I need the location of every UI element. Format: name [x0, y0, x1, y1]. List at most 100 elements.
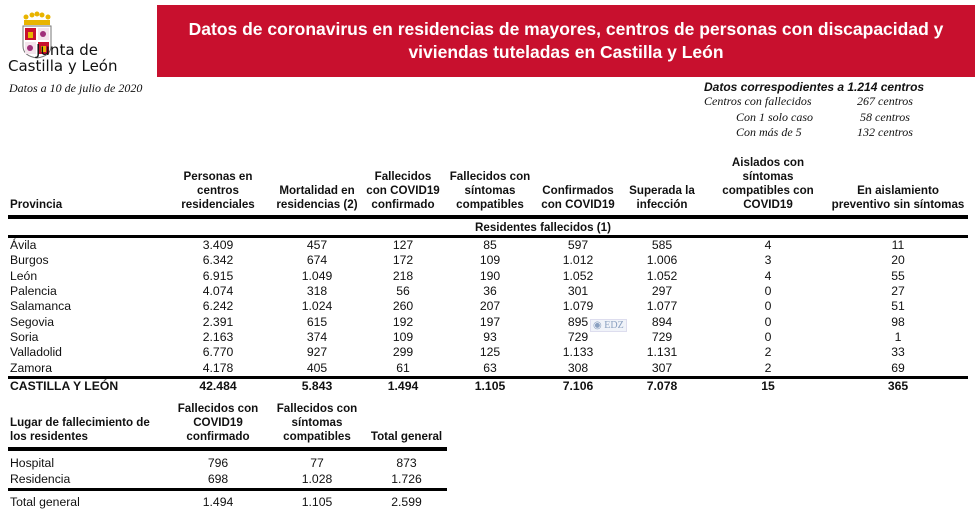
cell-value: 597 — [567, 238, 589, 253]
column-header: Fallecidos con síntomas compatibles — [440, 156, 540, 219]
cell-value: 674 — [306, 253, 328, 268]
cell-value: 615 — [306, 314, 328, 329]
page-title: Datos de coronavirus en residencias de m… — [188, 19, 944, 62]
total-label: CASTILLA Y LEÓN — [10, 379, 119, 394]
cell-value: 1.006 — [646, 253, 678, 268]
column-header: Personas en centros residenciales — [168, 156, 268, 219]
cell-value: 109 — [392, 329, 414, 344]
cell-value: 299 — [392, 345, 414, 360]
cell-value: 1.079 — [562, 299, 594, 314]
column-header: Provincia — [8, 156, 168, 219]
cell-value: 36 — [483, 284, 497, 299]
table-row: Residencia 698 1.028 1.726 — [8, 471, 447, 491]
cell-value: 927 — [306, 345, 328, 360]
data-date: Datos a 10 de julio de 2020 — [9, 81, 143, 95]
column-header: Confirmados con COVID19 — [540, 156, 616, 219]
cell-value: 301 — [567, 284, 589, 299]
cell-value: 69 — [828, 360, 968, 379]
total-value: 42.484 — [199, 379, 237, 394]
column-header: Mortalidad en residencias (2) — [268, 156, 366, 219]
table-row: Ávila 3.409 457 127 85 597 585 4 11 — [8, 237, 968, 254]
column-header: Total general — [366, 402, 447, 451]
cell-value: 218 — [392, 268, 414, 283]
coat-of-arms-icon — [22, 25, 52, 59]
cell-value: 172 — [392, 253, 414, 268]
total-value: 1.105 — [301, 495, 333, 509]
summary-heading: Datos correspodientes a 1.214 centros — [704, 80, 925, 94]
table-row: Soria 2.163 374 109 93 729 729 0 1 — [8, 330, 968, 345]
summary-label: Centros con fallecidos — [704, 94, 812, 108]
cell-value: 318 — [306, 284, 328, 299]
cell-value: 6.770 — [202, 345, 234, 360]
column-header: Fallecidos con COVID19 confirmado — [366, 156, 440, 219]
summary-value: 58 centros — [860, 109, 910, 124]
province-table: Provincia Personas en centros residencial… — [8, 156, 968, 394]
cell-value: 55 — [891, 268, 905, 283]
cell-value: 873 — [396, 456, 417, 470]
total-value: 1.105 — [474, 379, 506, 394]
cell-value: 85 — [483, 238, 497, 253]
cell-value: 192 — [392, 314, 414, 329]
table-row: Burgos 6.342 674 172 109 1.012 1.006 3 20 — [8, 253, 968, 268]
cell-value: 894 — [651, 314, 673, 329]
row-label: León — [10, 268, 38, 283]
row-label: Salamanca — [10, 299, 71, 314]
cell-value: 61 — [366, 360, 440, 379]
table-row: Palencia 4.074 318 56 36 301 297 0 27 — [8, 284, 968, 299]
row-label: Palencia — [10, 284, 57, 299]
cell-value: 1.028 — [268, 471, 366, 491]
total-value: 1.494 — [202, 495, 234, 509]
logo-text: Junta de Castilla y León — [8, 42, 117, 74]
cell-value: 1.024 — [301, 299, 333, 314]
table-row: León 6.915 1.049 218 190 1.052 1.052 4 55 — [8, 269, 968, 284]
summary-value: 132 centros — [857, 125, 913, 139]
total-value: 15 — [761, 379, 775, 394]
row-label: Segovia — [10, 314, 55, 329]
row-label: Soria — [10, 329, 39, 344]
cell-value: 93 — [483, 329, 497, 344]
cell-value: 307 — [616, 360, 708, 379]
cell-value: 0 — [764, 284, 772, 299]
logo-text-line2: Castilla y León — [8, 57, 118, 75]
summary-row: Con más de 5 132 centros — [700, 125, 970, 141]
cell-value: 1.049 — [301, 268, 333, 283]
cell-value: 1.131 — [646, 345, 678, 360]
cell-value: 190 — [479, 268, 501, 283]
total-value: 7.078 — [646, 379, 678, 394]
column-header: En aislamiento preventivo sin síntomas — [828, 156, 968, 219]
total-label: Total general — [10, 495, 80, 509]
cell-value: 33 — [891, 345, 905, 360]
cell-value: 2.391 — [202, 314, 234, 329]
cell-value: 374 — [306, 329, 328, 344]
place-of-death-table: Lugar de fallecimiento de los residentes… — [8, 402, 447, 511]
cell-value: 127 — [392, 238, 414, 253]
row-label: Burgos — [10, 253, 49, 268]
watermark-text: EDZ — [604, 320, 624, 331]
cell-value: 27 — [891, 284, 905, 299]
total-value: 365 — [887, 379, 909, 394]
cell-value: 729 — [567, 329, 589, 344]
cell-value: 260 — [392, 299, 414, 314]
summary-value: 267 centros — [857, 94, 913, 108]
cell-value: 6.242 — [202, 299, 234, 314]
cell-value: 51 — [891, 299, 905, 314]
cell-value: 308 — [540, 360, 616, 379]
total-row: CASTILLA Y LEÓN 42.484 5.843 1.494 1.105 7.10… — [8, 377, 968, 394]
row-label: Ávila — [10, 238, 37, 253]
row-label: Residencia — [8, 471, 168, 491]
centers-summary: Datos correspodientes a 1.214 centros Ce… — [700, 80, 970, 141]
cell-value: 4 — [764, 238, 772, 253]
cell-value: 6.342 — [202, 253, 234, 268]
cell-value: 1.726 — [366, 471, 447, 491]
row-label: Zamora — [8, 360, 168, 379]
cell-value: 729 — [651, 329, 673, 344]
summary-label: Con 1 solo caso — [736, 109, 814, 124]
edz-watermark: ◉ EDZ — [590, 319, 627, 332]
cell-value: 1.133 — [562, 345, 594, 360]
cell-value: 0 — [764, 299, 772, 314]
row-label: Valladolid — [10, 345, 62, 360]
cell-value: 796 — [207, 456, 229, 470]
total-value: 1.494 — [387, 379, 419, 394]
cell-value: 197 — [479, 314, 501, 329]
logo-text-line1: Junta de — [36, 41, 99, 59]
